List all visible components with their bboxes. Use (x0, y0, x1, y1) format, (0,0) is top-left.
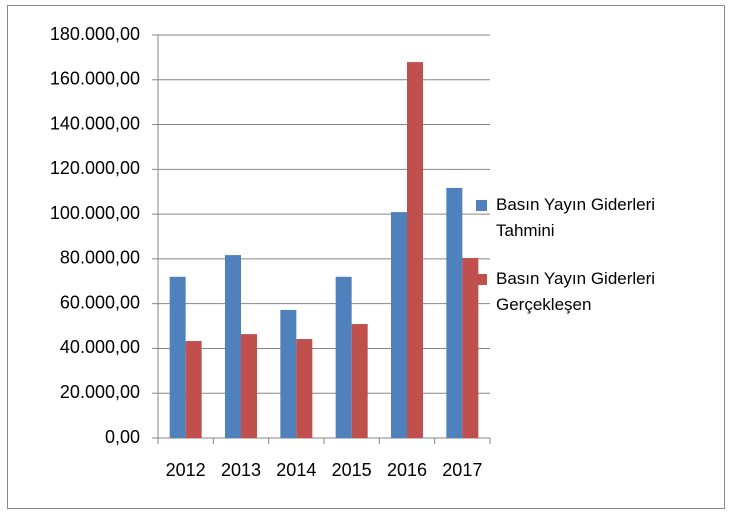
bar (185, 341, 202, 438)
bar (169, 276, 186, 438)
x-tick-label: 2012 (166, 460, 206, 480)
y-tick-label: 60.000,00 (60, 292, 140, 312)
y-tick-label: 180.000,00 (50, 24, 140, 44)
bar (296, 339, 313, 438)
bar (280, 309, 297, 438)
y-tick-label: 80.000,00 (60, 248, 140, 268)
y-tick-label: 140.000,00 (50, 113, 140, 133)
y-tick-label: 100.000,00 (50, 203, 140, 223)
bar (241, 334, 257, 438)
bar (446, 187, 463, 438)
legend-item: Basın Yayın Giderleri Gerçekleşen (474, 266, 701, 318)
x-tick-label: 2013 (221, 460, 261, 480)
bar (391, 212, 407, 438)
legend-label: Basın Yayın Giderleri Gerçekleşen (496, 269, 656, 314)
y-tick-label: 20.000,00 (60, 382, 140, 402)
x-tick-label: 2015 (332, 460, 372, 480)
x-tick-label: 2014 (276, 460, 316, 480)
legend-label: Basın Yayın Giderleri Tahmini (496, 195, 656, 240)
bar (335, 276, 352, 438)
y-tick-label: 160.000,00 (50, 69, 140, 89)
y-tick-label: 120.000,00 (50, 158, 140, 178)
bar (407, 62, 423, 439)
x-tick-label: 2016 (387, 460, 427, 480)
legend-swatch (476, 200, 487, 211)
legend-swatch (476, 274, 487, 285)
x-tick-label: 2017 (442, 460, 482, 480)
legend: Basın Yayın Giderleri Tahmini Basın Yayın… (474, 192, 724, 340)
bar (351, 324, 368, 438)
legend-item: Basın Yayın Giderleri Tahmini (474, 192, 701, 244)
bar (462, 257, 479, 438)
y-tick-label: 40.000,00 (60, 337, 140, 357)
y-tick-label: 0,00 (105, 427, 140, 447)
bar (225, 255, 241, 438)
